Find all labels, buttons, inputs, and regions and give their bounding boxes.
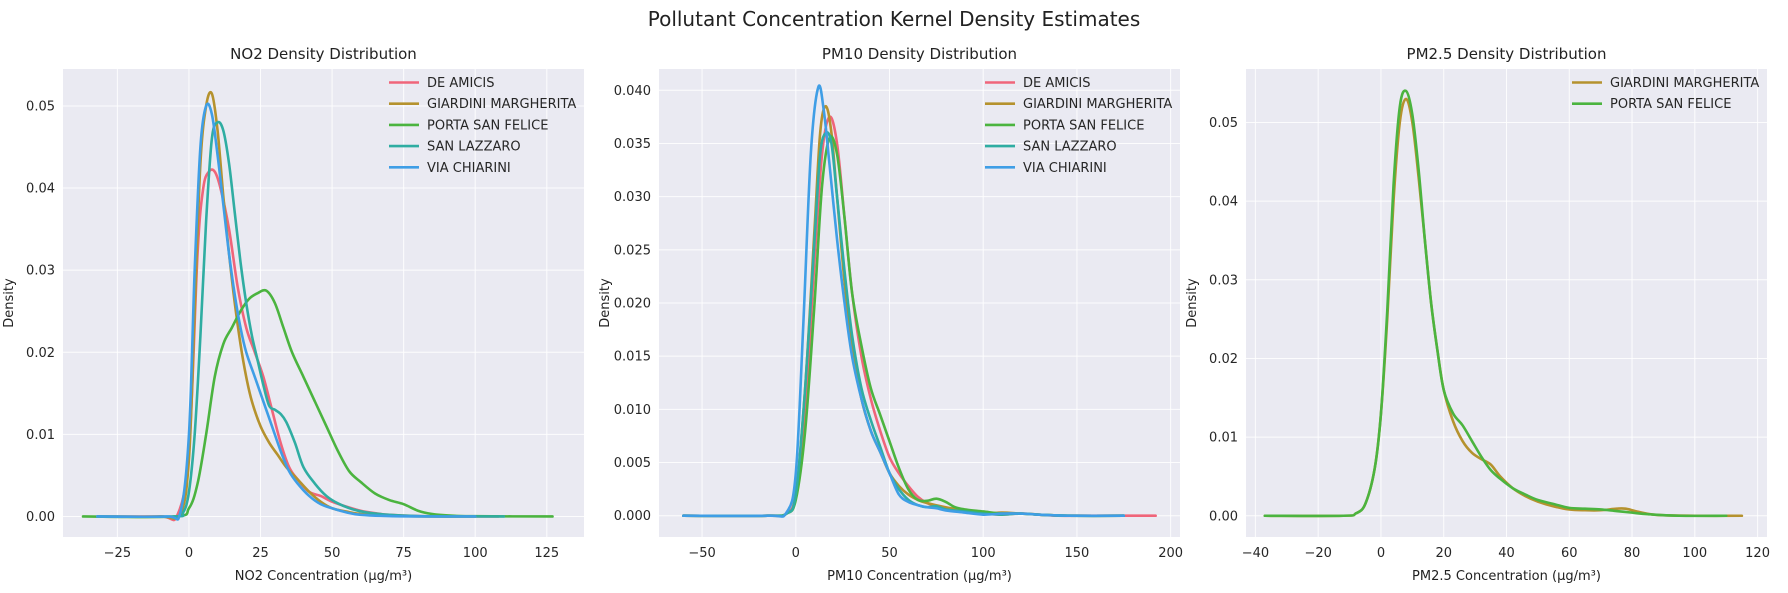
no2-x-tick-label: 25 <box>252 546 269 561</box>
pm25-legend-label-porta-san-felice: PORTA SAN FELICE <box>1610 97 1731 112</box>
pm25-x-tick-label: 20 <box>1435 546 1452 561</box>
no2-legend-label-via-chiarini: VIA CHIARINI <box>427 161 511 176</box>
pm25-chart-title: PM2.5 Density Distribution <box>1407 45 1607 63</box>
pm10-series-via-chiarini <box>682 84 1126 518</box>
pm25-y-tick-label: 0.03 <box>1209 273 1238 288</box>
pm25-x-axis-label: PM2.5 Concentration (µg/m³) <box>1412 569 1601 584</box>
no2-legend-label-san-lazzaro: SAN LAZZARO <box>427 140 521 155</box>
pm10-y-tick-label: 0.035 <box>614 137 651 152</box>
no2-density-chart: NO2 Density Distribution NO2 Concentrati… <box>2 45 584 584</box>
pm25-x-tick-label: 100 <box>1682 546 1707 561</box>
pm25-legend-label-giardini-margherita: GIARDINI MARGHERITA <box>1610 76 1759 91</box>
pm10-x-axis-label: PM10 Concentration (µg/m³) <box>827 569 1012 584</box>
pm25-y-tick-label: 0.05 <box>1209 116 1238 131</box>
pm25-legend: GIARDINI MARGHERITA PORTA SAN FELICE <box>1572 76 1759 112</box>
no2-y-tick-label: 0.02 <box>26 346 55 361</box>
pm10-y-tick-label: 0.020 <box>614 297 651 312</box>
no2-y-tick-label: 0.01 <box>26 428 55 443</box>
pm10-y-tick-label: 0.000 <box>614 509 651 524</box>
pm25-y-tick-label: 0.01 <box>1209 431 1238 446</box>
no2-y-tick-label: 0.03 <box>26 264 55 279</box>
no2-x-tick-label: 75 <box>395 546 412 561</box>
no2-x-tick-label: 100 <box>463 546 488 561</box>
pm10-y-tick-label: 0.030 <box>614 190 651 205</box>
no2-x-tick-label: 125 <box>534 546 559 561</box>
no2-legend-label-giardini-margherita: GIARDINI MARGHERITA <box>427 97 576 112</box>
pm10-y-tick-label: 0.025 <box>614 243 651 258</box>
pm10-x-tick-label: 100 <box>971 546 996 561</box>
pm10-series-porta-san-felice <box>682 135 1126 518</box>
no2-x-tick-label: 50 <box>324 546 341 561</box>
pm25-x-tick-label: 80 <box>1624 546 1641 561</box>
no2-y-tick-label: 0.00 <box>26 510 55 525</box>
no2-y-axis-label: Density <box>2 278 17 328</box>
pm25-x-tick-label: −20 <box>1304 546 1331 561</box>
pm25-y-axis-label: Density <box>1185 278 1200 328</box>
pm10-x-tick-label: 50 <box>881 546 898 561</box>
pm10-x-tick-label: 0 <box>792 546 800 561</box>
no2-x-tick-label: −25 <box>104 546 131 561</box>
pm10-x-tick-label: −50 <box>688 546 715 561</box>
pm10-y-axis-label: Density <box>598 278 613 328</box>
pm10-x-tick-label: 150 <box>1065 546 1090 561</box>
pm25-x-tick-label: 120 <box>1745 546 1770 561</box>
pm25-x-tick-label: 60 <box>1561 546 1578 561</box>
figure-title: Pollutant Concentration Kernel Density E… <box>648 7 1141 31</box>
pm10-legend-label-via-chiarini: VIA CHIARINI <box>1023 161 1107 176</box>
pm10-legend: DE AMICIS GIARDINI MARGHERITA PORTA SAN … <box>985 76 1172 176</box>
pm10-legend-label-porta-san-felice: PORTA SAN FELICE <box>1023 118 1144 133</box>
pm10-y-tick-label: 0.040 <box>614 84 651 99</box>
pm25-y-tick-label: 0.04 <box>1209 195 1238 210</box>
no2-y-tick-label: 0.04 <box>26 182 55 197</box>
no2-legend: DE AMICIS GIARDINI MARGHERITA PORTA SAN … <box>389 76 576 176</box>
no2-plot-area <box>63 69 584 537</box>
no2-x-axis-label: NO2 Concentration (µg/m³) <box>235 569 412 584</box>
pm10-y-tick-label: 0.015 <box>614 350 651 365</box>
no2-series-porta-san-felice <box>81 288 554 519</box>
no2-series-san-lazzaro <box>96 120 506 519</box>
no2-legend-label-de-amicis: DE AMICIS <box>427 76 494 91</box>
pm10-x-tick-label: 200 <box>1158 546 1183 561</box>
pm10-legend-label-san-lazzaro: SAN LAZZARO <box>1023 140 1117 155</box>
pm10-density-chart: PM10 Density Distribution PM10 Concentra… <box>598 45 1183 584</box>
pm25-y-tick-label: 0.00 <box>1209 509 1238 524</box>
no2-chart-title: NO2 Density Distribution <box>230 45 417 63</box>
pm25-x-tick-label: 40 <box>1498 546 1515 561</box>
no2-legend-label-porta-san-felice: PORTA SAN FELICE <box>427 118 548 133</box>
pm10-y-tick-label: 0.005 <box>614 456 651 471</box>
pm10-legend-label-giardini-margherita: GIARDINI MARGHERITA <box>1023 97 1172 112</box>
no2-x-tick-label: 0 <box>185 546 193 561</box>
no2-series-via-chiarini <box>96 102 477 521</box>
pm10-legend-label-de-amicis: DE AMICIS <box>1023 76 1090 91</box>
pm25-x-tick-label: −40 <box>1242 546 1269 561</box>
pm10-chart-title: PM10 Density Distribution <box>822 45 1017 63</box>
pm25-y-tick-label: 0.02 <box>1209 352 1238 367</box>
pm10-y-tick-label: 0.010 <box>614 403 651 418</box>
no2-y-tick-label: 0.05 <box>26 99 55 114</box>
pm25-series-porta-san-felice <box>1263 89 1728 518</box>
pm25-density-chart: PM2.5 Density Distribution PM2.5 Concent… <box>1185 45 1770 584</box>
pm25-x-tick-label: 0 <box>1377 546 1385 561</box>
